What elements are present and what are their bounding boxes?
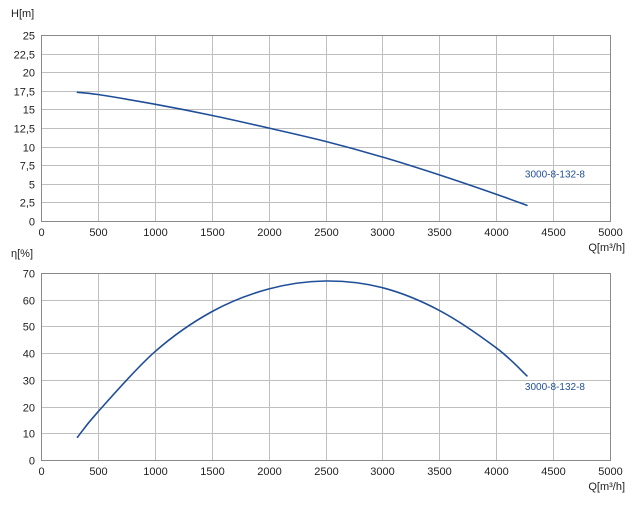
- x-tick-label: 2000: [257, 466, 281, 478]
- y-tick-label: 25: [23, 31, 35, 43]
- x-tick-label: 3500: [427, 227, 451, 239]
- plot-frame: [41, 273, 611, 461]
- x-tick-label: 1500: [200, 227, 224, 239]
- x-tick-label: 3000: [370, 227, 394, 239]
- y-tick-label: 22,5: [14, 50, 35, 62]
- x-axis-label: Q[m³/h]: [588, 242, 625, 254]
- x-tick-label: 500: [89, 227, 107, 239]
- y-axis-label: H[m]: [11, 8, 34, 20]
- x-tick-label: 0: [38, 227, 44, 239]
- x-tick-label: 500: [89, 466, 107, 478]
- y-tick-label: 5: [29, 180, 35, 192]
- x-tick-label: 4500: [541, 227, 565, 239]
- x-tick-label: 3000: [370, 466, 394, 478]
- series-line: [76, 280, 528, 439]
- x-tick-label: 3500: [427, 466, 451, 478]
- x-tick-label: 1500: [200, 466, 224, 478]
- y-tick-label: 7,5: [20, 161, 35, 173]
- x-tick-label: 5000: [598, 466, 622, 478]
- y-tick-label: 10: [23, 143, 35, 155]
- y-tick-label: 15: [23, 105, 35, 117]
- y-tick-label: 12,5: [14, 124, 35, 136]
- y-tick-label: 17,5: [14, 87, 35, 99]
- y-tick-label: 10: [23, 429, 35, 441]
- x-tick-label: 1000: [143, 466, 167, 478]
- series-label: 3000-8-132-8: [525, 382, 585, 393]
- y-axis-label: η[%]: [11, 248, 33, 260]
- y-tick-label: 60: [23, 296, 35, 308]
- series-label: 3000-8-132-8: [525, 169, 585, 180]
- x-tick-label: 2500: [314, 227, 338, 239]
- y-tick-label: 0: [29, 217, 35, 229]
- x-tick-label: 0: [38, 466, 44, 478]
- x-tick-label: 4000: [484, 227, 508, 239]
- x-tick-label: 4000: [484, 466, 508, 478]
- chart-head-panel: 0 500 1000 1500 2000 2500 3000 3500 4000 4500 5000…: [11, 8, 625, 254]
- y-tick-label: 20: [23, 68, 35, 80]
- y-tick-label: 50: [23, 322, 35, 334]
- x-tick-label: 1000: [143, 227, 167, 239]
- x-tick-label: 2000: [257, 227, 281, 239]
- x-axis-label: Q[m³/h]: [588, 481, 625, 493]
- y-tick-label: 70: [23, 269, 35, 281]
- series-line: [76, 91, 528, 207]
- x-tick-label: 4500: [541, 466, 565, 478]
- y-tick-label: 30: [23, 376, 35, 388]
- y-tick-label: 20: [23, 403, 35, 415]
- y-tick-label: 40: [23, 349, 35, 361]
- plot-frame: [41, 35, 611, 222]
- x-tick-label: 2500: [314, 466, 338, 478]
- chart-efficiency-panel: 0 500 1000 1500 2000 2500 3000 3500 4000 4500 5000…: [11, 248, 625, 493]
- y-tick-label: 0: [29, 456, 35, 468]
- y-tick-label: 2,5: [20, 198, 35, 210]
- x-tick-label: 5000: [598, 227, 622, 239]
